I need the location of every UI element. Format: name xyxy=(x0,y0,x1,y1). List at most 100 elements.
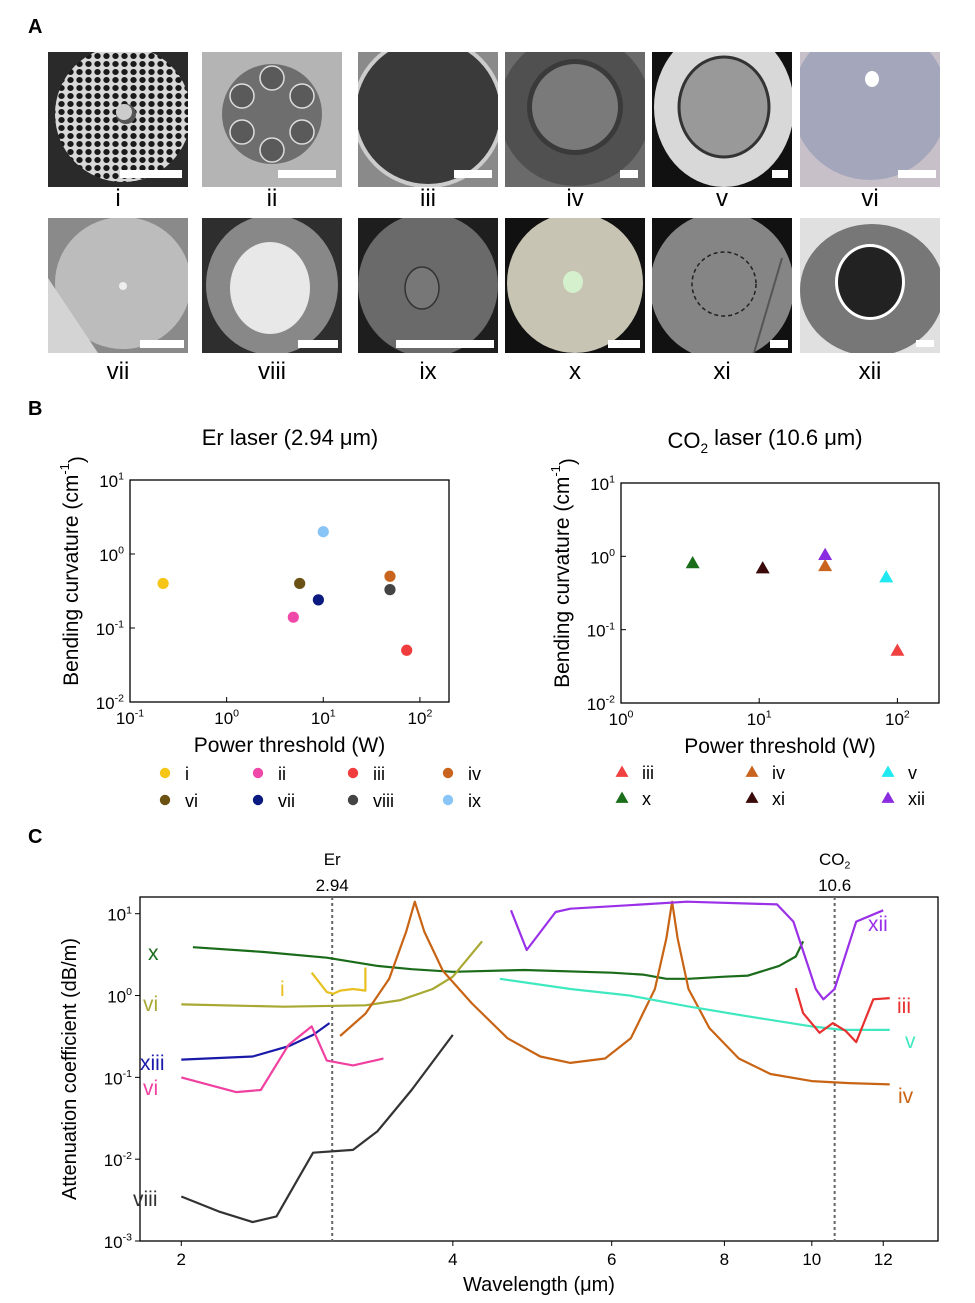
scatter-chart-0: Er laser (2.94 μm)10-1 100 101 10210-210-11… xyxy=(57,425,481,811)
legend-marker-xi xyxy=(745,791,759,803)
y-tick-label: 10-2 xyxy=(104,1150,132,1170)
y-tick-label: 100 xyxy=(107,986,132,1006)
x-tick-label: 101 xyxy=(311,708,336,728)
plot-frame xyxy=(139,896,939,1242)
x-tick-label: 2 xyxy=(177,1250,186,1269)
legend-label-v: v xyxy=(908,763,917,783)
legend-label-x: x xyxy=(642,789,651,809)
data-point-x xyxy=(685,556,700,569)
scatter-chart-1: CO2 laser (10.6 μm) 100 101 102 10-2 10-1 100 1… xyxy=(548,425,940,809)
y-tick-label: 10-2 xyxy=(587,694,615,714)
x-tick-label: 8 xyxy=(720,1250,729,1269)
x-axis-label: Wavelength (μm) xyxy=(463,1274,615,1296)
data-point-iii xyxy=(890,643,905,656)
x-tick-label: 102 xyxy=(408,708,433,728)
series-line-iv xyxy=(339,900,890,1086)
legend-marker-viii xyxy=(347,794,359,806)
y-axis-label: Attenuation coefficient (dB/m) xyxy=(59,938,81,1200)
x-tick-label: 10 xyxy=(802,1250,821,1269)
series-label-vi: vi xyxy=(143,1077,158,1100)
x-tick-label: 100 xyxy=(214,708,239,728)
panel-letter-c: C xyxy=(28,826,43,848)
legend-marker-x xyxy=(615,791,629,803)
series-line-v xyxy=(499,977,890,1031)
data-point-ii xyxy=(287,611,299,623)
series-line-viii xyxy=(180,1034,454,1224)
fiber-image-iii xyxy=(358,52,498,187)
legend-marker-vi xyxy=(159,794,171,806)
legend-marker-vii xyxy=(252,794,264,806)
legend-marker-iv xyxy=(745,765,759,777)
legend-label-iv: iv xyxy=(772,763,785,783)
image-label-iii: iii xyxy=(420,185,436,212)
chart-title: Er laser (2.94 μm) xyxy=(202,425,379,450)
plot-frame xyxy=(620,482,940,704)
reference-label-bottom: 10.6 xyxy=(818,876,851,895)
legend-label-vi: vi xyxy=(185,791,198,811)
image-label-x: x xyxy=(569,358,581,385)
data-point-vii xyxy=(312,594,324,606)
fiber-image-ix xyxy=(358,218,498,353)
y-tick-label: 10-3 xyxy=(104,1232,132,1252)
legend-label-xi: xi xyxy=(772,789,785,809)
x-tick-label: 101 xyxy=(747,709,772,729)
legend-label-vii: vii xyxy=(278,791,295,811)
data-point-iii xyxy=(401,644,413,656)
legend-label-viii: viii xyxy=(373,791,394,811)
fiber-image-iv xyxy=(505,52,645,187)
data-point-viii xyxy=(384,584,396,596)
reference-label-bottom: 2.94 xyxy=(316,876,349,895)
fiber-image-vii xyxy=(48,218,188,353)
x-axis-label: Power threshold (W) xyxy=(194,734,385,757)
fiber-image-x xyxy=(505,218,645,353)
series-line-iii xyxy=(794,987,890,1044)
reference-label-top: Er xyxy=(324,850,341,869)
series-line-x xyxy=(192,940,805,980)
series-label-x: x xyxy=(148,942,159,965)
series-line-vi xyxy=(181,940,483,1008)
legend-marker-v xyxy=(881,765,895,777)
series-label-v: v xyxy=(905,1030,916,1053)
y-axis-label: Bending curvature (cm-1) xyxy=(548,458,580,688)
x-tick-label: 102 xyxy=(885,709,910,729)
legend-label-ix: ix xyxy=(468,791,481,811)
y-tick-label: 100 xyxy=(590,547,615,567)
legend-marker-ii xyxy=(252,767,264,779)
y-tick-label: 10-2 xyxy=(96,693,124,713)
attenuation-chart: 2 4 6 8 10 12 10-3 10-2 10-1 100 101 Wavelength (μm… xyxy=(59,850,939,1296)
legend-label-ii: ii xyxy=(278,764,286,784)
panel-letter-a: A xyxy=(28,16,43,38)
y-tick-label: 10-1 xyxy=(96,619,124,639)
y-tick-label: 101 xyxy=(99,471,124,491)
legend-label-xii: xii xyxy=(908,789,925,809)
series-label-iv: iv xyxy=(898,1085,914,1108)
image-label-i: i xyxy=(115,185,121,212)
fiber-image-viii xyxy=(202,218,342,353)
legend-marker-xii xyxy=(881,791,895,803)
image-label-vii: vii xyxy=(106,358,130,385)
series-label-vi: vi xyxy=(143,993,158,1016)
x-tick-label: 6 xyxy=(607,1250,616,1269)
y-axis-label: Bending curvature (cm-1) xyxy=(57,456,89,686)
fiber-image-xii xyxy=(800,218,940,353)
data-point-xi xyxy=(755,561,770,574)
data-point-iv xyxy=(384,570,396,582)
image-label-ix: ix xyxy=(419,358,437,385)
series-label-viii: viii xyxy=(133,1188,158,1211)
image-label-xi: xi xyxy=(713,358,731,385)
chart-title: CO2 laser (10.6 μm) xyxy=(667,425,862,456)
legend-label-iii: iii xyxy=(373,764,385,784)
legend-marker-iii xyxy=(615,765,629,777)
fiber-image-vi xyxy=(800,52,940,187)
series-label-iii: iii xyxy=(897,995,911,1018)
data-point-xii xyxy=(818,547,833,561)
y-tick-label: 101 xyxy=(590,474,615,494)
fiber-image-ii xyxy=(202,52,342,187)
plot-frame xyxy=(129,479,450,703)
fiber-image-xi xyxy=(652,218,792,353)
panel-letter-b: B xyxy=(28,398,43,420)
image-label-viii: viii xyxy=(258,358,286,385)
series-label-xii: xii xyxy=(868,913,888,936)
legend-marker-ix xyxy=(442,794,454,806)
